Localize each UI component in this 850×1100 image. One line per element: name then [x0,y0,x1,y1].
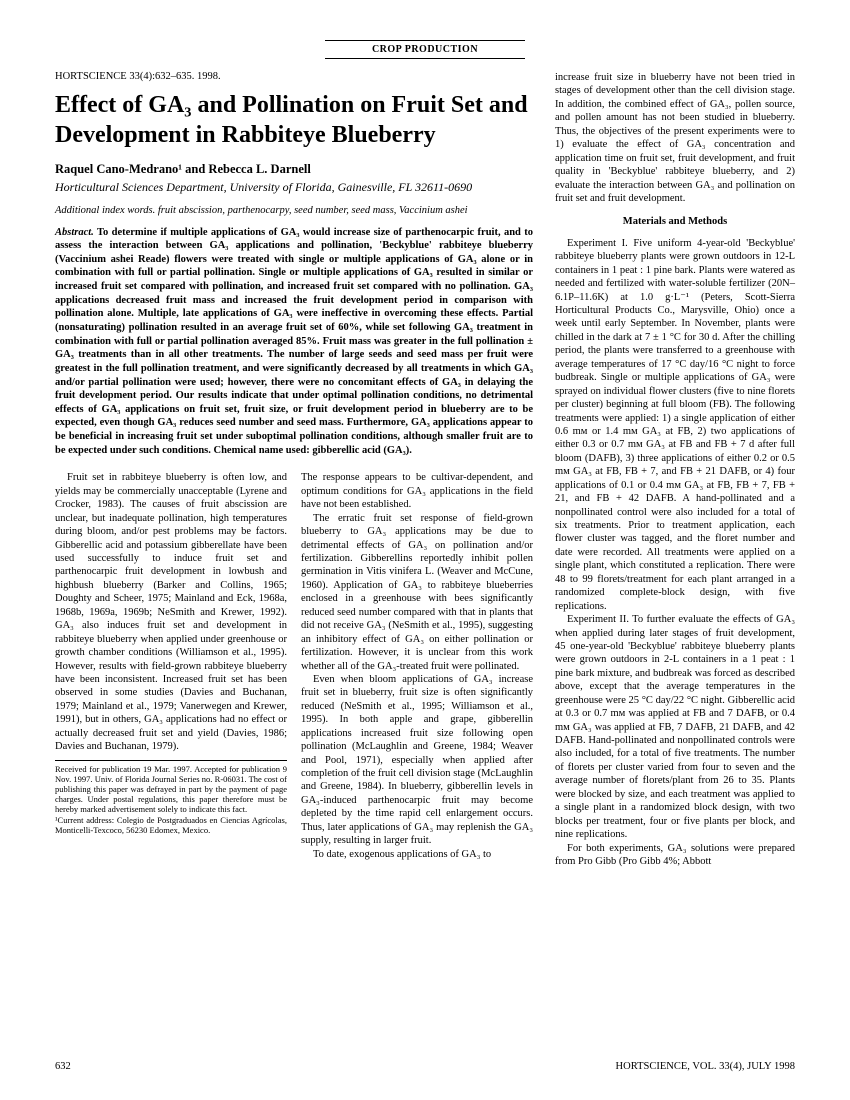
footnote-2: ¹Current address: Colegio de Postgraduad… [55,815,287,835]
right-p1: increase fruit size in blueberry have no… [555,71,795,205]
affiliation: Horticultural Sciences Department, Unive… [55,180,533,194]
body-p2a: The response appears to be cultivar-depe… [301,471,533,511]
body-col-1: Fruit set in rabbiteye blueberry is ofte… [55,471,287,861]
abstract-body: To determine if multiple applications of… [55,227,533,456]
citation-text: HORTSCIENCE 33(4):632–635. 1998. [55,71,221,82]
main-columns: HORTSCIENCE 33(4):632–635. 1998. Effect … [55,71,795,868]
authors: Raquel Cano-Medrano¹ and Rebecca L. Darn… [55,162,533,177]
index-words: Additional index words. fruit abscission… [55,204,533,217]
body-p1: Fruit set in rabbiteye blueberry is ofte… [55,471,287,753]
right-p3: Experiment II. To further evaluate the e… [555,613,795,841]
journal-footer: HORTSCIENCE, VOL. 33(4), JULY 1998 [616,1061,795,1072]
article-title: Effect of GA₃ and Pollination on Fruit S… [55,90,533,150]
right-column: increase fruit size in blueberry have no… [555,71,795,868]
body-p2c: Even when bloom applications of GA₃ incr… [301,673,533,848]
section-header: CROP PRODUCTION [325,40,525,59]
body-col-2: The response appears to be cultivar-depe… [301,471,533,861]
index-words-body: fruit abscission, parthenocarpy, seed nu… [155,205,467,216]
abstract: Abstract. To determine if multiple appli… [55,226,533,458]
abstract-lead: Abstract. [55,227,94,238]
left-column: HORTSCIENCE 33(4):632–635. 1998. Effect … [55,71,533,868]
index-words-lead: Additional index words. [55,205,155,216]
page-footer: 632 HORTSCIENCE, VOL. 33(4), JULY 1998 [55,1061,795,1072]
right-p4: For both experiments, GA₃ solutions were… [555,842,795,869]
body-p2d: To date, exogenous applications of GA₃ t… [301,848,533,861]
right-p2: Experiment I. Five uniform 4-year-old 'B… [555,237,795,613]
body-columns: Fruit set in rabbiteye blueberry is ofte… [55,471,533,861]
citation-line: HORTSCIENCE 33(4):632–635. 1998. [55,71,533,82]
materials-heading: Materials and Methods [555,215,795,228]
body-p2b: The erratic fruit set response of field-… [301,512,533,673]
page-number: 632 [55,1061,71,1072]
footnote-1: Received for publication 19 Mar. 1997. A… [55,764,287,815]
